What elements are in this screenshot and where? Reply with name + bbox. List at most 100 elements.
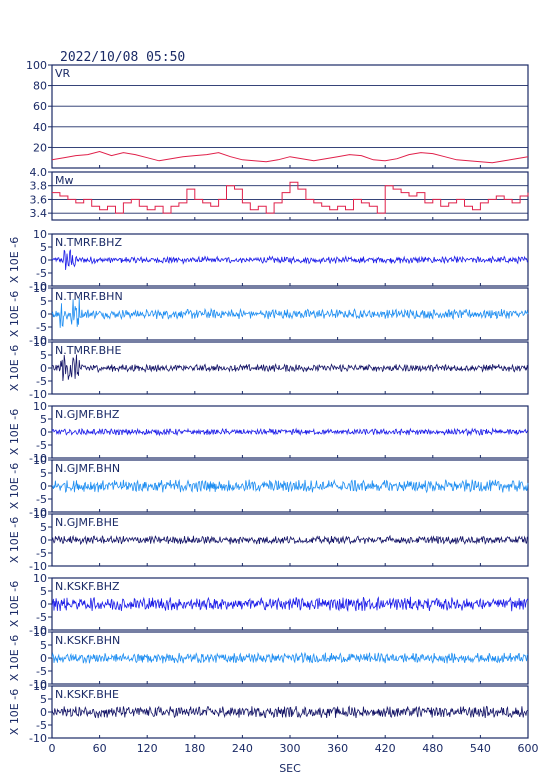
x-tick-label: 480 — [422, 742, 443, 755]
y-tick-label: -5 — [36, 267, 47, 280]
panel-frame — [51, 459, 529, 513]
y-tick-label: -5 — [36, 665, 47, 678]
y-tick-label: 10 — [33, 572, 47, 585]
y-tick-label: 60 — [33, 100, 47, 113]
waveform-trace — [51, 479, 529, 494]
y-tick-label: -5 — [36, 493, 47, 506]
y-tick-label: -10 — [29, 452, 47, 465]
y-tick-label: -10 — [29, 334, 47, 347]
y-tick-label: 10 — [33, 400, 47, 413]
datetime-label: 2022/10/08 05:50 — [60, 50, 186, 65]
vr-series-line — [51, 150, 529, 164]
y-axis-label: X 10E -6 — [8, 635, 21, 681]
y-tick-label: 0 — [40, 534, 47, 547]
y-tick-label: -5 — [36, 321, 47, 334]
y-tick-label: -10 — [29, 560, 47, 573]
y-tick-label: 0 — [40, 308, 47, 321]
y-tick-label: -10 — [29, 506, 47, 519]
y-tick-label: 10 — [33, 680, 47, 693]
y-tick-label: 0 — [40, 362, 47, 375]
waveform-trace — [51, 596, 529, 613]
panel-label: N.TMRF.BHZ — [55, 236, 122, 249]
waveform-trace — [51, 427, 529, 437]
y-axis-label: X 10E -6 — [8, 463, 21, 509]
y-tick-label: 0 — [40, 480, 47, 493]
waveform-trace — [51, 705, 529, 719]
panel-label: N.GJMF.BHE — [55, 516, 119, 529]
y-tick-label: -10 — [29, 732, 47, 745]
waveform-trace — [51, 354, 529, 382]
y-tick-label: 5 — [40, 467, 47, 480]
x-tick-label: 120 — [137, 742, 158, 755]
y-tick-label: -5 — [36, 439, 47, 452]
x-axis-label: SEC — [279, 762, 301, 775]
y-tick-label: 5 — [40, 413, 47, 426]
y-tick-label: 10 — [33, 228, 47, 241]
x-tick-label: 60 — [93, 742, 107, 755]
y-tick-label: -10 — [29, 388, 47, 401]
x-tick-label: 240 — [232, 742, 253, 755]
panel-label: VR — [55, 67, 71, 80]
x-tick-label: 300 — [280, 742, 301, 755]
mw-series-line — [52, 181, 529, 214]
y-tick-label: 20 — [33, 141, 47, 154]
y-tick-label: 3.6 — [30, 193, 48, 206]
x-tick-label: 180 — [184, 742, 205, 755]
y-tick-label: 80 — [33, 80, 47, 93]
x-tick-label: 600 — [518, 742, 539, 755]
y-tick-label: -5 — [36, 719, 47, 732]
y-tick-label: 4.0 — [30, 166, 48, 179]
waveform-trace — [51, 297, 529, 328]
y-axis-label: X 10E -6 — [8, 345, 21, 391]
y-tick-label: 3.4 — [30, 207, 48, 220]
y-tick-label: -10 — [29, 624, 47, 637]
y-tick-label: 10 — [33, 626, 47, 639]
panel-label: N.TMRF.BHN — [55, 290, 123, 303]
panel-label: N.KSKF.BHZ — [55, 580, 120, 593]
y-tick-label: 0 — [40, 598, 47, 611]
panel-label: N.TMRF.BHE — [55, 344, 121, 357]
y-tick-label: 5 — [40, 295, 47, 308]
y-tick-label: 0 — [40, 652, 47, 665]
y-axis-label: X 10E -6 — [8, 237, 21, 283]
y-tick-label: -10 — [29, 280, 47, 293]
y-tick-label: 10 — [33, 282, 47, 295]
y-axis-label: X 10E -6 — [8, 517, 21, 563]
y-tick-label: 5 — [40, 241, 47, 254]
y-axis-label: X 10E -6 — [8, 291, 21, 337]
y-tick-label: 5 — [40, 349, 47, 362]
y-tick-label: 5 — [40, 585, 47, 598]
panel-label: N.GJMF.BHN — [55, 462, 120, 475]
y-tick-label: 0 — [40, 254, 47, 267]
waveform-trace — [51, 651, 529, 664]
panel-label: Mw — [55, 174, 74, 187]
x-tick-label: 0 — [49, 742, 56, 755]
y-tick-label: 3.8 — [30, 180, 48, 193]
y-tick-label: 0 — [40, 706, 47, 719]
y-tick-label: 10 — [33, 508, 47, 521]
y-tick-label: 5 — [40, 521, 47, 534]
x-tick-label: 360 — [327, 742, 348, 755]
y-tick-label: -5 — [36, 611, 47, 624]
x-tick-label: 420 — [375, 742, 396, 755]
y-tick-label: 10 — [33, 336, 47, 349]
waveform-trace — [51, 249, 529, 270]
panel-label: N.KSKF.BHE — [55, 688, 119, 701]
panel-label: N.KSKF.BHN — [55, 634, 120, 647]
y-tick-label: 0 — [40, 426, 47, 439]
panel-label: N.GJMF.BHZ — [55, 408, 120, 421]
y-tick-label: -5 — [36, 547, 47, 560]
y-axis-label: X 10E -6 — [8, 581, 21, 627]
y-tick-label: -10 — [29, 678, 47, 691]
y-axis-label: X 10E -6 — [8, 689, 21, 735]
y-tick-label: 5 — [40, 693, 47, 706]
y-tick-label: 100 — [26, 59, 47, 72]
y-tick-label: -5 — [36, 375, 47, 388]
y-tick-label: 40 — [33, 121, 47, 134]
x-tick-label: 540 — [470, 742, 491, 755]
y-axis-label: X 10E -6 — [8, 409, 21, 455]
waveform-trace — [51, 534, 529, 546]
y-tick-label: 10 — [33, 454, 47, 467]
y-tick-label: 5 — [40, 639, 47, 652]
